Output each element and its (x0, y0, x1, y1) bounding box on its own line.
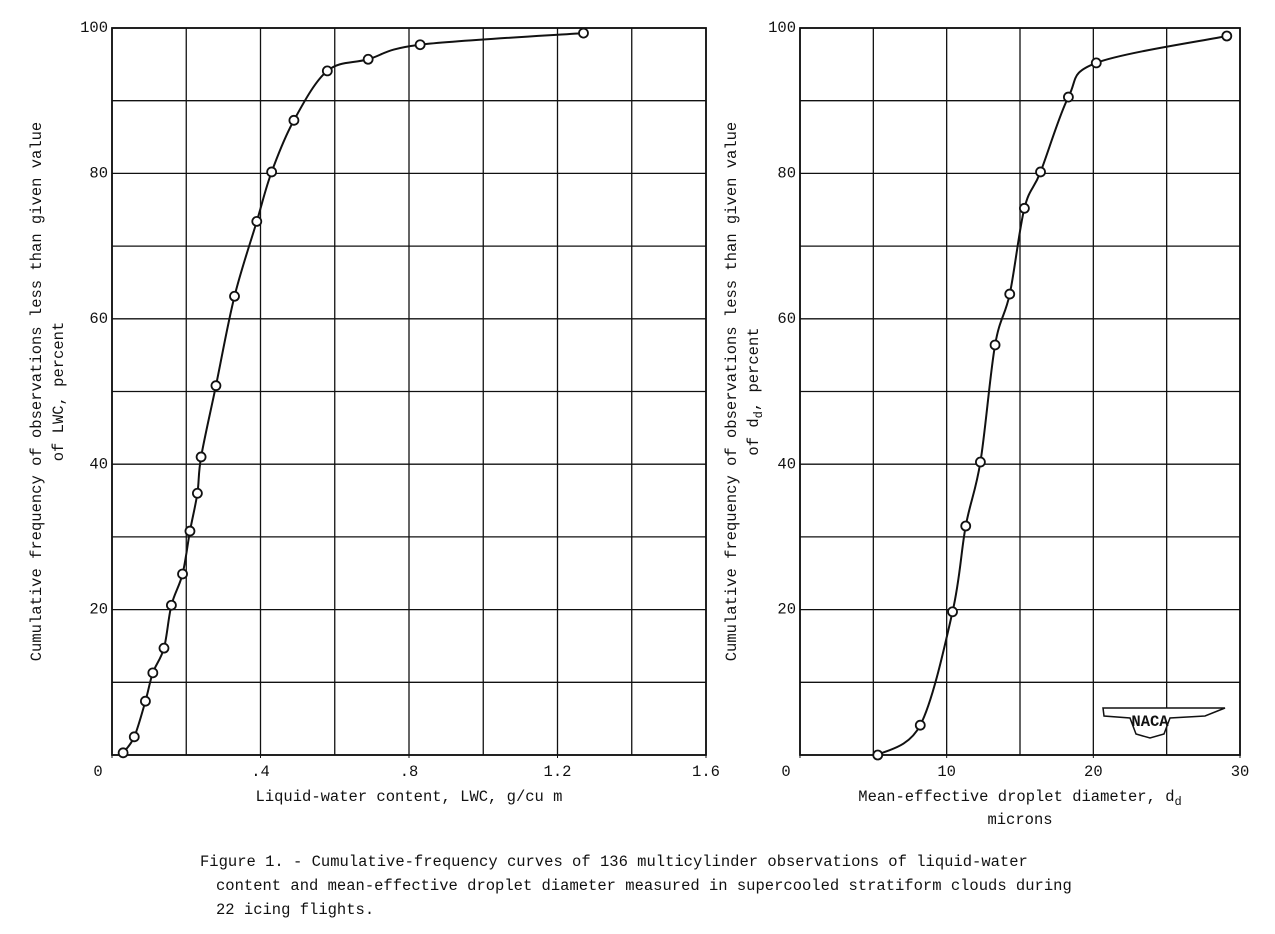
data-point (1063, 91, 1074, 103)
plot-frame (799, 27, 1241, 756)
data-point (229, 290, 240, 302)
x-axis-label-part: Mean-effective droplet diameter, d (858, 788, 1174, 806)
data-point (266, 166, 278, 178)
data-point (414, 39, 426, 51)
caption: Figure 1. - Cumulative-frequency curves … (200, 853, 1028, 871)
x-tick-label: 1.6 (692, 763, 720, 781)
y-tick-label: 80 (89, 164, 108, 182)
x-tick-label: 1.2 (544, 763, 572, 781)
x-tick-label: 10 (937, 763, 956, 781)
y-tick-label: 80 (777, 164, 796, 182)
y-tick-label: 100 (80, 19, 108, 37)
data-point (578, 27, 589, 39)
data-point (989, 339, 1001, 351)
data-point (158, 642, 170, 654)
data-point (872, 749, 884, 761)
y-tick-label: 60 (777, 310, 796, 328)
data-point (975, 456, 986, 468)
y-axis-label-sub: d (752, 411, 766, 418)
x-axis-label: microns (987, 811, 1052, 829)
caption: 22 icing flights. (216, 901, 374, 919)
data-point (321, 65, 333, 77)
data-point (1019, 202, 1030, 214)
curve (877, 35, 1228, 756)
y-axis-label: Cumulative frequency of observations les… (28, 122, 46, 662)
data-point (195, 451, 207, 463)
data-point (288, 114, 300, 126)
data-point (1035, 166, 1046, 178)
x-axis-label-part: Liquid-water content, LWC, g/cu m (256, 788, 563, 806)
x-axis-label: Liquid-water content, LWC, g/cu m (256, 788, 563, 806)
y-axis-label: of dd, percent (745, 327, 766, 455)
data-point (165, 599, 177, 611)
x-tick-label: .4 (251, 763, 270, 781)
x-axis-label: Mean-effective droplet diameter, dd (858, 788, 1181, 809)
data-point (1221, 30, 1233, 42)
logo-wings (1102, 707, 1226, 739)
data-point (362, 53, 374, 65)
data-point (210, 380, 222, 392)
data-point (914, 719, 926, 731)
y-axis-label-part: of d (745, 418, 763, 455)
y-axis-label: Cumulative frequency of observations les… (723, 122, 741, 662)
y-axis-label-part: , percent (745, 327, 763, 411)
y-axis-label: of LWC, percent (50, 322, 68, 462)
data-point (177, 568, 188, 580)
y-axis-label-part: of LWC, percent (50, 322, 68, 462)
data-point (147, 667, 159, 679)
y-tick-label: 100 (768, 19, 796, 37)
y-tick-label: 40 (89, 455, 108, 473)
logo: NACA (1102, 707, 1226, 739)
data-point (128, 731, 140, 743)
data-point (947, 606, 958, 618)
x-tick-label: 0 (93, 763, 102, 781)
data-point (251, 215, 263, 227)
x-tick-label: .8 (400, 763, 419, 781)
data-point (184, 525, 196, 537)
data-point (191, 487, 203, 499)
x-tick-label: 0 (781, 763, 790, 781)
caption: content and mean-effective droplet diame… (216, 877, 1072, 895)
x-tick-label: 20 (1084, 763, 1103, 781)
data-point (1004, 288, 1016, 300)
y-tick-label: 20 (777, 601, 796, 619)
data-point (117, 747, 129, 759)
data-point (140, 695, 151, 707)
x-tick-label: 30 (1231, 763, 1250, 781)
y-tick-label: 20 (89, 601, 108, 619)
data-point (1090, 57, 1102, 69)
x-axis-label-sub: d (1175, 795, 1182, 809)
data-point (960, 520, 972, 532)
logo-text: NACA (1131, 713, 1169, 731)
y-tick-label: 60 (89, 310, 108, 328)
y-tick-label: 40 (777, 455, 796, 473)
